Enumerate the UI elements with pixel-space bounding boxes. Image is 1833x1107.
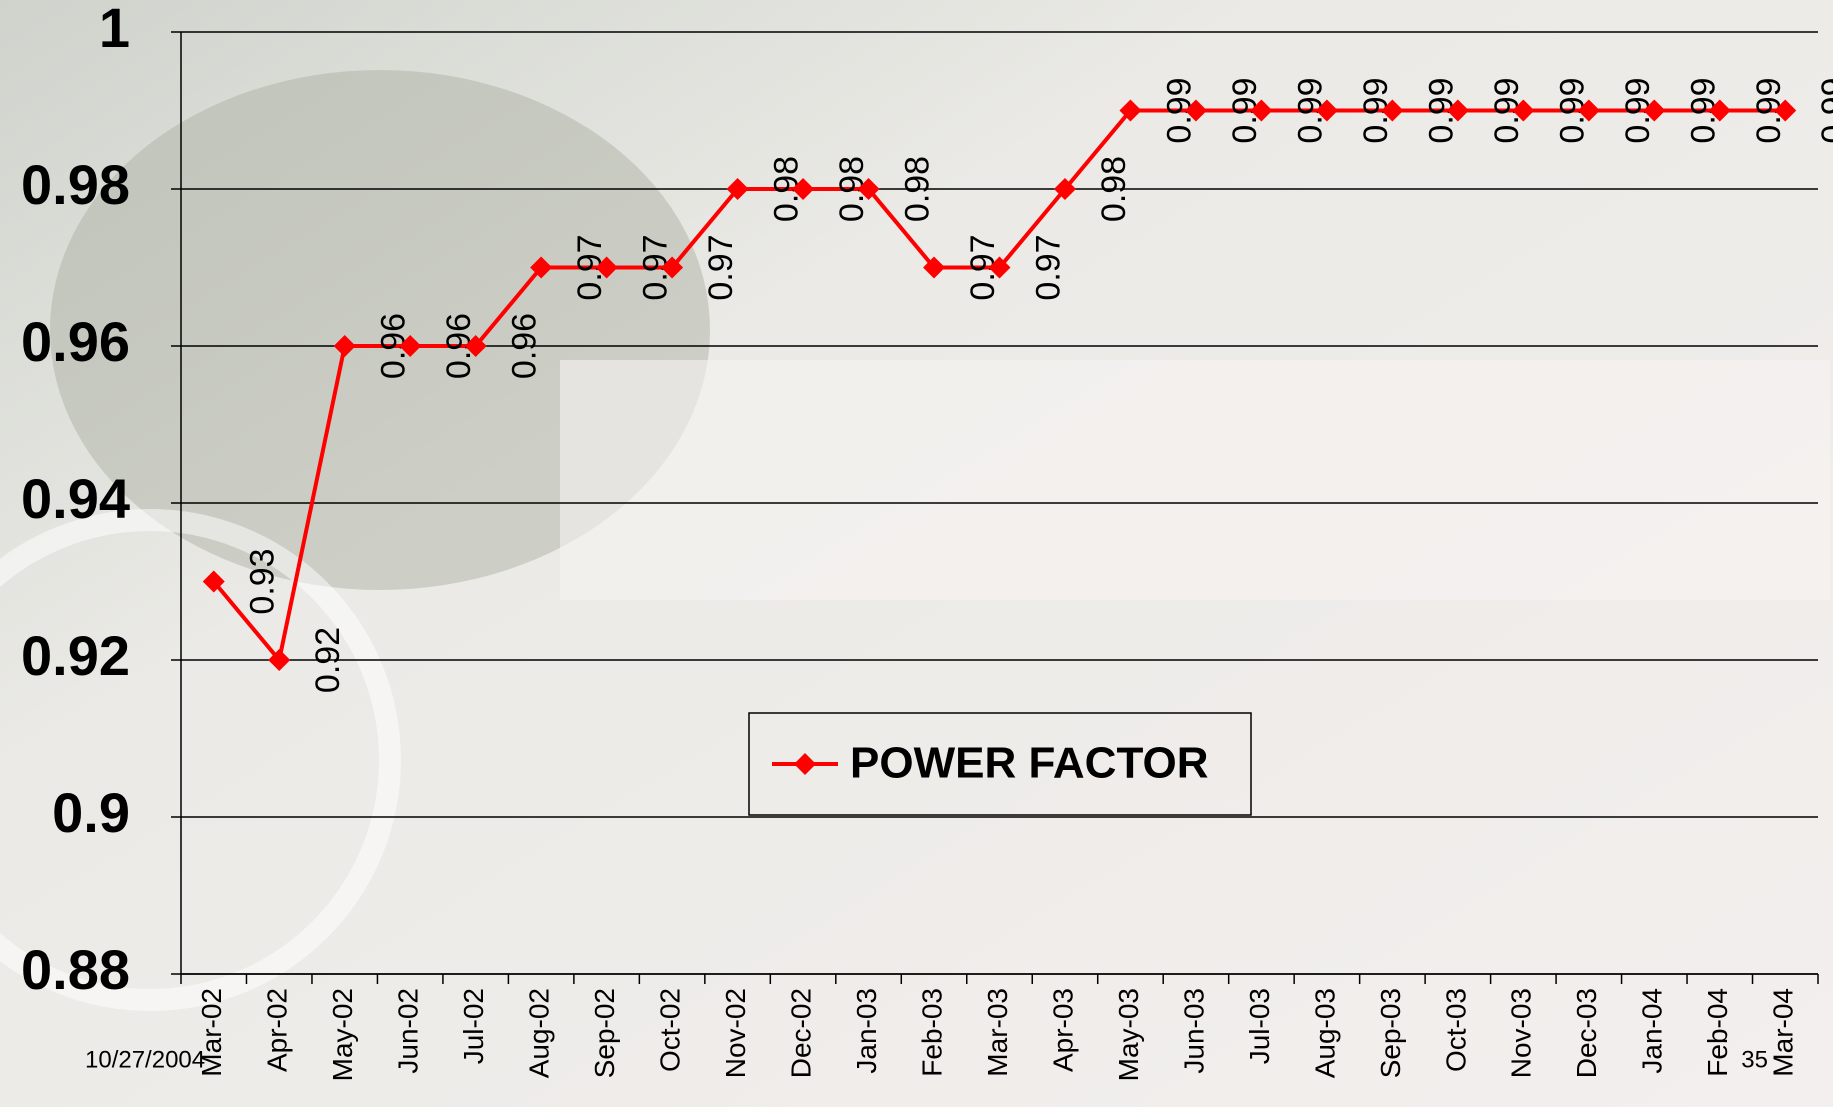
x-tick-label: Mar-02 — [196, 988, 227, 1077]
y-tick-label: 1 — [99, 0, 130, 59]
data-label: 0.97 — [702, 234, 740, 300]
y-tick-label: 0.98 — [21, 153, 130, 216]
x-tick-label: Aug-02 — [524, 988, 555, 1078]
data-label: 0.92 — [309, 627, 347, 693]
background-building — [560, 360, 1830, 600]
x-tick-label: Mar-04 — [1768, 988, 1799, 1077]
x-tick-label: Apr-02 — [262, 988, 293, 1072]
data-label: 0.97 — [1029, 234, 1067, 300]
x-tick-label: Apr-03 — [1047, 988, 1078, 1072]
chart: 10/27/2004 35 0.88 0.9 0.92 0.94 0.96 0.98 1 Ma… — [0, 0, 1833, 1107]
x-tick-label: Jul-02 — [458, 988, 489, 1064]
x-tick-label: Aug-03 — [1309, 988, 1340, 1078]
x-tick-label: Jun-02 — [393, 988, 424, 1074]
y-tick-label: 0.92 — [21, 624, 130, 687]
y-tick-label: 0.96 — [21, 310, 130, 373]
data-label: 0.93 — [244, 548, 282, 614]
data-label: 0.98 — [899, 156, 937, 222]
x-tick-label: Nov-02 — [720, 988, 751, 1078]
legend-label: POWER FACTOR — [850, 739, 1209, 788]
y-tick-label: 0.94 — [21, 467, 130, 530]
x-tick-label: Sep-03 — [1375, 988, 1406, 1078]
x-tick-label: Dec-03 — [1571, 988, 1602, 1078]
data-label: 0.99 — [1815, 77, 1833, 143]
x-tick-label: Nov-03 — [1506, 988, 1537, 1078]
y-tick-label: 0.88 — [21, 938, 130, 1001]
y-tick-label: 0.9 — [52, 781, 130, 844]
x-tick-label: Oct-02 — [654, 988, 685, 1072]
footer-date: 10/27/2004 — [85, 1046, 205, 1073]
x-tick-label: Jan-03 — [851, 988, 882, 1074]
x-tick-label: Dec-02 — [785, 988, 816, 1078]
x-tick-label: Sep-02 — [589, 988, 620, 1078]
data-label: 0.98 — [1095, 156, 1133, 222]
x-tick-label: Oct-03 — [1440, 988, 1471, 1072]
page: {"chart_data": {"type": "line", "categor… — [0, 0, 1833, 1107]
data-label: 0.96 — [506, 313, 544, 379]
x-tick-label: Mar-03 — [982, 988, 1013, 1077]
footer-page: 35 — [1741, 1046, 1768, 1073]
x-tick-label: Jul-03 — [1244, 988, 1275, 1064]
x-tick-label: May-03 — [1113, 988, 1144, 1081]
x-tick-label: May-02 — [327, 988, 358, 1081]
x-tick-label: Feb-03 — [916, 988, 947, 1077]
x-tick-label: Feb-04 — [1702, 988, 1733, 1077]
x-tick-label: Jun-03 — [1178, 988, 1209, 1074]
x-tick-label: Jan-04 — [1637, 988, 1668, 1074]
